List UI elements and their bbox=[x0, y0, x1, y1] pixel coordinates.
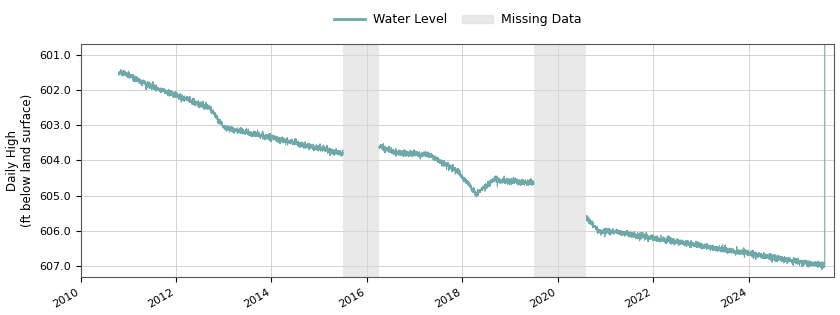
Bar bbox=[343, 44, 379, 277]
Legend: Water Level, Missing Data: Water Level, Missing Data bbox=[328, 9, 586, 32]
Bar bbox=[534, 44, 586, 277]
Y-axis label: Daily High
(ft below land surface): Daily High (ft below land surface) bbox=[6, 94, 34, 227]
